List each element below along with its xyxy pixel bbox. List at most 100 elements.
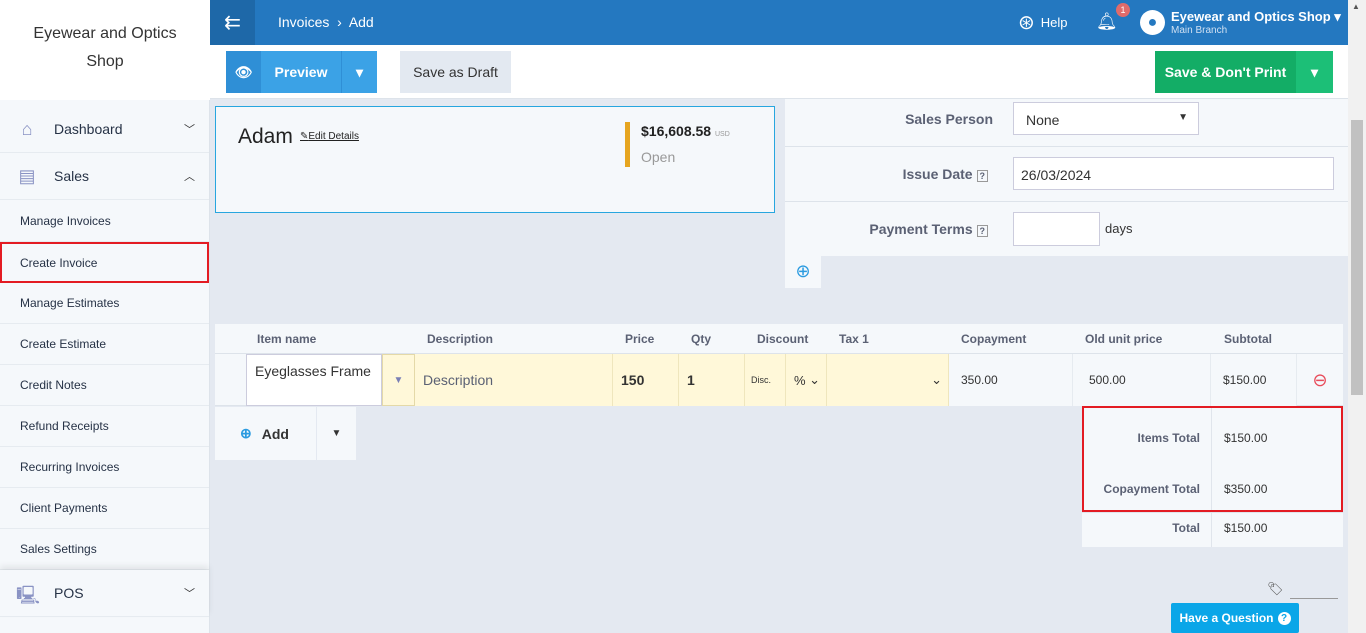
sidebar-item-refund-receipts[interactable]: Refund Receipts [0,406,209,447]
item-dropdown[interactable]: ▼ [382,354,415,406]
sidebar-item-sales[interactable]: ▤ Sales ︿ [0,153,209,200]
column-header: Subtotal [1224,332,1272,346]
sidebar-item-credit-notes[interactable]: Credit Notes [0,365,209,406]
qty-input[interactable]: 1 [679,354,745,406]
add-label: Add [261,425,289,442]
sidebar-item-manage-estimates[interactable]: Manage Estimates [0,283,209,324]
chevron-down-icon: ﹀ [184,124,195,136]
chevron-down-icon: ﹀ [184,588,195,600]
column-header: Price [625,332,655,346]
sidebar-item-create-estimate[interactable]: Create Estimate [0,324,209,365]
edit-details-link[interactable]: ✎Edit Details [300,131,359,142]
save-draft-button[interactable]: Save as Draft [400,51,511,93]
help-icon[interactable]: ? [976,225,988,237]
plus-icon: ⊕ [240,425,252,441]
sidebar-item-dashboard[interactable]: ⌂ Dashboard ﹀ [0,106,209,153]
column-header: Item name [257,332,317,346]
currency: USD [714,131,730,138]
client-card: Adam ✎Edit Details $16,608.58 USD Open [215,106,775,213]
item-name-input[interactable]: Eyeglasses Frame [246,354,382,406]
top-bar: ⇇ Invoices › Add ⊛ Help 🔔︎ 1 ● Eyewear an… [210,0,1348,45]
old-unit-price-value[interactable]: 500.00 [1073,354,1211,406]
sales-person-value: None [1026,112,1060,128]
column-header: Old unit price [1085,332,1163,346]
sidebar-item-recurring-invoices[interactable]: Recurring Invoices [0,447,209,488]
computer-icon: 🖳 [16,585,41,605]
save-button[interactable]: Save & Don't Print [1155,51,1296,93]
chat-label: Have a Question [1179,611,1274,625]
items-total-value: $150.00 [1224,431,1268,445]
have-a-question-button[interactable]: Have a Question? [1171,603,1299,633]
total-label: Total [1172,521,1200,535]
client-name: Adam [238,125,293,148]
breadcrumb-invoices[interactable]: Invoices [278,14,330,30]
status-bar [625,122,630,167]
lifebuoy-icon: ⊛ [1018,12,1035,34]
copayment-value[interactable]: 350.00 [949,354,1073,406]
client-balance: $16,608.58 USD [641,123,730,139]
notification-bell-icon[interactable]: 🔔︎ [1096,12,1118,31]
eye-icon[interactable]: 👁︎ [226,51,261,93]
toolbar: 👁︎ Preview ▾ Save as Draft Save & Don't … [210,45,1348,99]
issue-date-label: Issue Date ? [903,166,988,182]
chevron-up-icon: ︿ [184,171,195,183]
status-badge: Open [641,149,676,165]
issue-date-text: Issue Date [902,166,973,182]
back-menu-icon[interactable]: ⇇ [210,0,255,45]
avatar[interactable]: ● [1140,10,1165,35]
notification-badge: 1 [1116,3,1130,17]
balance-value: $16,608.58 [641,123,712,139]
payment-terms-label: Payment Terms ? [869,221,988,237]
column-header: Qty [691,332,712,346]
price-input[interactable]: 150 [613,354,679,406]
add-dropdown[interactable]: ▼ [317,407,356,460]
column-header: Discount [757,332,809,346]
sales-person-label: Sales Person [905,111,993,127]
items-total-label: Items Total [1137,431,1200,445]
payment-terms-text: Payment Terms [869,221,973,237]
sidebar-item-create-invoice[interactable]: Create Invoice [0,242,209,283]
receipt-icon: ▤ [18,166,36,186]
sidebar-item-label: POS [54,585,84,601]
total-value: $150.00 [1224,521,1268,535]
scrollbar[interactable]: ▲ [1348,0,1366,633]
branch-name: Main Branch [1171,25,1228,36]
copayment-total-value: $350.00 [1224,482,1268,496]
column-header: Tax 1 [839,332,869,346]
discount-type-value: % [794,372,806,388]
home-icon: ⌂ [21,119,33,139]
discount-type-select[interactable]: % ⌄ [786,354,827,406]
sidebar-item-client-payments[interactable]: Client Payments [0,488,209,529]
tax-select[interactable]: ⌄ [827,354,949,406]
sales-person-select[interactable]: None ▼ [1013,102,1199,135]
remove-row-icon[interactable]: ⊖ [1312,369,1328,390]
account-menu[interactable]: Eyewear and Optics Shop ▾ [1171,9,1341,24]
column-header: Description [427,332,494,346]
save-dropdown[interactable]: ▾ [1296,51,1333,93]
description-input[interactable]: Description [415,354,613,406]
breadcrumb: Invoices › Add [278,14,374,30]
subtotal-value: $150.00 [1211,354,1297,406]
edit-details-label: Edit Details [308,131,359,142]
sidebar-item-manage-invoices[interactable]: Manage Invoices [0,201,209,242]
add-item-button[interactable]: ⊕ Add [215,407,316,460]
add-field-plus-icon[interactable]: ⊕ [785,256,821,288]
column-header: Copayment [961,332,1027,346]
breadcrumb-add: Add [348,14,374,30]
help-icon[interactable]: ? [976,170,988,182]
question-icon: ? [1277,611,1291,625]
help-button[interactable]: ⊛ Help [1018,10,1068,35]
payment-terms-input[interactable] [1013,212,1100,246]
brand-name: Eyewear and Optics Shop [0,0,210,100]
discount-input[interactable]: Disc. [745,354,786,406]
help-label: Help [1040,15,1068,30]
highlight-box [1082,406,1343,512]
invoice-meta: Sales Person None ▼ Issue Date ? 26/03/20… [785,99,1348,256]
copayment-total-label: Copayment Total [1103,482,1200,496]
sidebar-item-sales-settings[interactable]: Sales Settings [0,529,209,570]
days-label: days [1105,221,1133,236]
sidebar-item-pos[interactable]: 🖳 POS ﹀ [0,570,209,617]
issue-date-input[interactable]: 26/03/2024 [1013,157,1334,190]
preview-dropdown[interactable]: ▾ [341,51,377,93]
preview-button[interactable]: Preview [261,51,341,93]
